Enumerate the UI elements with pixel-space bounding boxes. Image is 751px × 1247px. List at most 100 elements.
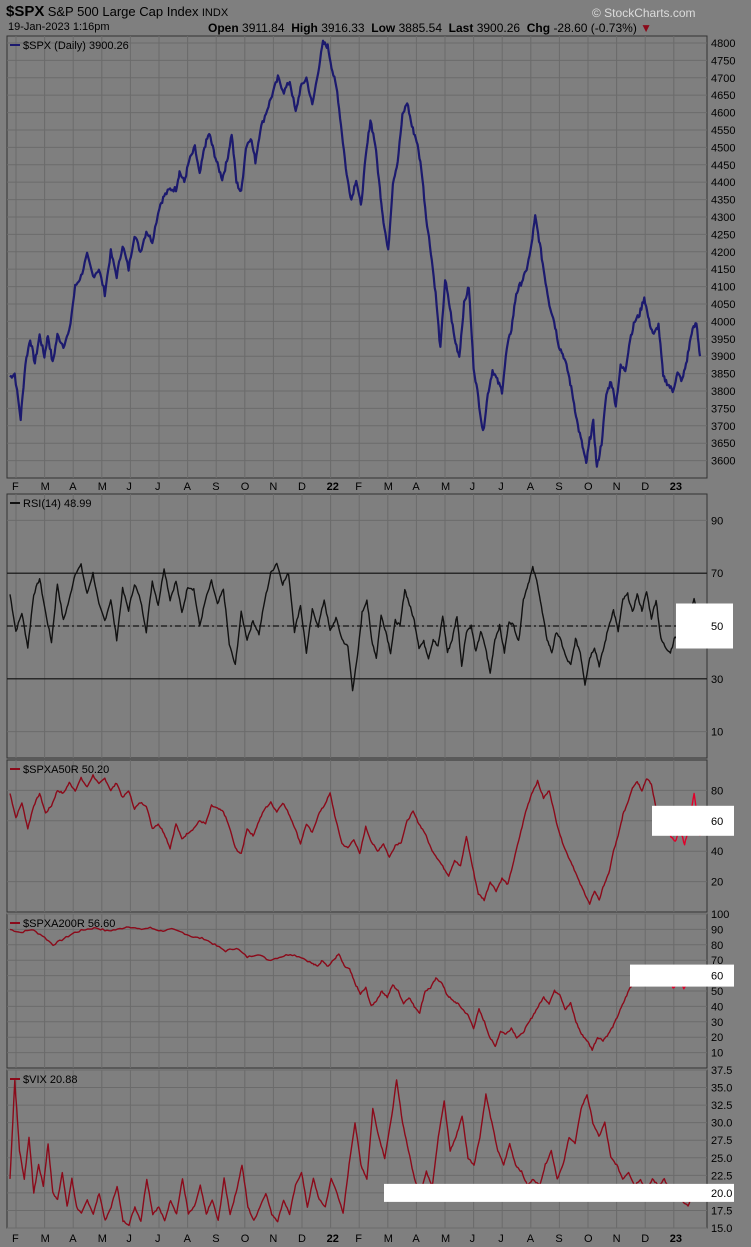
- series-line: [9, 774, 657, 905]
- panel-5: 15.0 17.5 20.0 22.5 25.0 27.5 30.0 32.5 35.0 37.5…: [6, 1065, 734, 1235]
- y-tick-label: 17.5: [711, 1205, 732, 1217]
- last-value-highlight: [630, 964, 734, 987]
- y-tick-label: 37.5: [711, 1065, 732, 1077]
- x-tick-label: A: [69, 481, 77, 493]
- series-line: [9, 562, 701, 692]
- x-tick-label: J: [155, 1233, 161, 1245]
- y-tick-label: 4300: [711, 212, 735, 224]
- last-value-label: 60: [711, 816, 723, 828]
- x-tick-label: N: [613, 481, 621, 493]
- series-line: [9, 1079, 701, 1227]
- chg-value: -28.60 (-0.73%): [553, 21, 637, 35]
- x-tick-label: D: [641, 1233, 649, 1245]
- x-tick-label: S: [555, 1233, 562, 1245]
- y-tick-label: 4700: [711, 73, 735, 85]
- legend: RSI(14) 48.99: [10, 498, 91, 510]
- y-tick-label: 100: [711, 909, 729, 921]
- y-tick-label: 4650: [711, 90, 735, 102]
- y-tick-label: 90: [711, 515, 723, 527]
- legend: $SPX (Daily) 3900.26: [10, 40, 129, 52]
- y-tick-label: 40: [711, 1001, 723, 1013]
- index-name: S&P 500 Large Cap Index: [47, 4, 199, 19]
- legend-label: $SPXA200R 56.60: [23, 918, 115, 930]
- y-tick-label: 50: [711, 986, 723, 998]
- y-tick-label: 3750: [711, 403, 735, 415]
- timestamp: 19-Jan-2023 1:16pm: [8, 21, 110, 33]
- y-tick-label: 4800: [711, 38, 735, 50]
- x-tick-label: F: [355, 1233, 362, 1245]
- last-value-highlight: [652, 805, 734, 836]
- x-tick-label: N: [269, 481, 277, 493]
- last-label: Last: [448, 21, 474, 35]
- y-tick-label: 25.0: [711, 1153, 732, 1165]
- legend: $VIX 20.88: [10, 1074, 77, 1086]
- y-tick-label: 10: [711, 727, 723, 739]
- series-line: [9, 926, 642, 1051]
- x-tick-label: 22: [327, 481, 339, 493]
- y-tick-label: 4500: [711, 142, 735, 154]
- y-tick-label: 32.5: [711, 1100, 732, 1112]
- series-line: [9, 39, 702, 468]
- x-tick-label: F: [12, 1233, 19, 1245]
- x-tick-label: A: [184, 481, 192, 493]
- y-tick-label: 4450: [711, 160, 735, 172]
- x-tick-label: M: [441, 481, 450, 493]
- legend-label: $VIX 20.88: [23, 1074, 77, 1086]
- down-triangle-icon: ▼: [640, 21, 653, 35]
- last-value-label: 20.0: [711, 1188, 732, 1200]
- y-tick-label: 3950: [711, 334, 735, 346]
- y-tick-label: 4200: [711, 247, 735, 259]
- last-value: 3900.26: [476, 21, 521, 35]
- x-tick-label: F: [355, 481, 362, 493]
- x-tick-label: J: [155, 481, 161, 493]
- y-tick-label: 3850: [711, 369, 735, 381]
- y-tick-label: 4050: [711, 299, 735, 311]
- x-tick-label: M: [98, 481, 107, 493]
- x-tick-label: M: [384, 481, 393, 493]
- y-tick-label: 4100: [711, 282, 735, 294]
- x-tick-label: M: [41, 1233, 50, 1245]
- x-tick-label: D: [298, 481, 306, 493]
- y-tick-label: 4350: [711, 195, 735, 207]
- legend-label: $SPX (Daily) 3900.26: [23, 40, 129, 52]
- panel-frame: [6, 35, 708, 479]
- x-tick-label: N: [613, 1233, 621, 1245]
- last-value-highlight: [676, 603, 733, 649]
- x-tick-label: J: [498, 1233, 504, 1245]
- y-tick-label: 3700: [711, 421, 735, 433]
- y-tick-label: 3600: [711, 456, 735, 468]
- y-tick-label: 4750: [711, 55, 735, 67]
- y-tick-label: 30.0: [711, 1118, 732, 1130]
- x-tick-label: O: [584, 1233, 593, 1245]
- y-tick-label: 40: [711, 846, 723, 858]
- brand-link[interactable]: © StockCharts.com: [592, 6, 696, 20]
- x-tick-label: J: [498, 481, 504, 493]
- exchange: INDX: [201, 7, 229, 19]
- y-tick-label: 22.5: [711, 1170, 732, 1182]
- x-tick-label: A: [527, 1233, 535, 1245]
- x-tick-label: N: [269, 1233, 277, 1245]
- legend: $SPXA50R 50.20: [10, 764, 109, 776]
- y-tick-label: 3650: [711, 438, 735, 450]
- y-tick-label: 27.5: [711, 1135, 732, 1147]
- y-tick-label: 4000: [711, 316, 735, 328]
- y-tick-label: 3900: [711, 351, 735, 363]
- panel-frame: [6, 759, 708, 913]
- x-tick-label: A: [412, 1233, 420, 1245]
- x-tick-label: 23: [670, 481, 682, 493]
- open-label: Open: [208, 21, 239, 35]
- y-tick-label: 70: [711, 568, 723, 580]
- y-tick-label: 10: [711, 1048, 723, 1060]
- panel-1: 3600 3650 3700 3750 3800 3850 3900 3950 4000 4050…: [6, 35, 735, 479]
- y-tick-label: 80: [711, 940, 723, 952]
- high-label: High: [291, 21, 318, 35]
- legend-label: RSI(14) 48.99: [23, 498, 91, 510]
- y-tick-label: 35.0: [711, 1083, 732, 1095]
- y-tick-label: 30: [711, 1017, 723, 1029]
- x-tick-label: M: [384, 1233, 393, 1245]
- x-tick-label: O: [241, 1233, 250, 1245]
